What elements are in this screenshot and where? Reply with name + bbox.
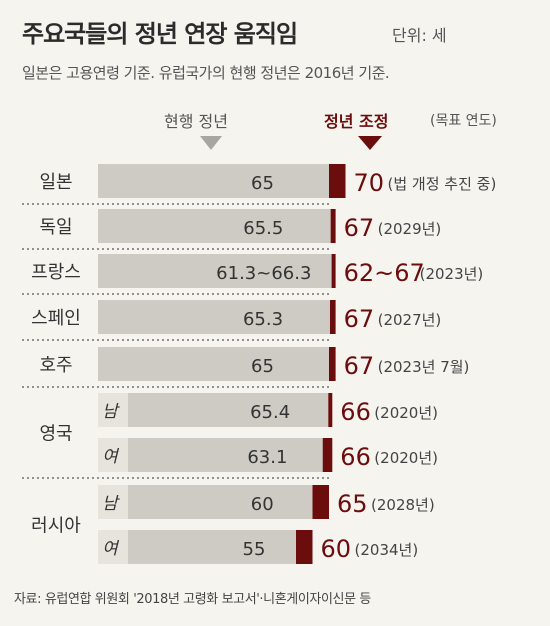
current-value: 61.3~66.3 — [216, 263, 311, 284]
target-value: 60 — [321, 535, 352, 563]
current-value: 63.1 — [247, 447, 287, 468]
sex-label: 남 — [102, 402, 120, 422]
current-bar — [98, 347, 329, 381]
current-bar — [128, 530, 296, 564]
target-note: (법 개정 추진 중) — [388, 175, 497, 193]
sex-label-cell — [98, 485, 128, 519]
column-header-current: 현행 정년 — [164, 112, 228, 131]
sex-label-cell — [98, 393, 128, 427]
country-label: 호주 — [39, 355, 72, 376]
country-label: 영국 — [39, 424, 72, 445]
country-label: 프랑스 — [31, 262, 81, 283]
sex-label: 여 — [102, 447, 120, 467]
country-label: 독일 — [39, 217, 72, 238]
country-label: 스페인 — [31, 308, 81, 329]
target-note: (2034년) — [355, 541, 419, 559]
unit-label: 단위: 세 — [392, 26, 447, 45]
adjust-bar — [329, 347, 336, 381]
country-label: 러시아 — [31, 516, 81, 537]
country-label: 일본 — [39, 172, 72, 193]
adjust-bar — [322, 438, 333, 472]
sex-label-cell — [98, 438, 128, 472]
target-note: (2028년) — [371, 496, 435, 514]
target-note: (2020년) — [374, 449, 438, 467]
current-bar — [98, 164, 329, 198]
current-bar — [128, 393, 329, 427]
target-value: 66 — [340, 443, 371, 471]
current-value: 65 — [251, 356, 274, 377]
current-bar — [98, 209, 331, 243]
target-value: 70 — [354, 169, 385, 197]
target-note: (2023년) — [420, 265, 484, 283]
current-header-triangle — [200, 136, 222, 150]
target-note: (2027년) — [378, 311, 442, 329]
adjust-bar — [296, 530, 313, 564]
current-bar — [98, 300, 330, 334]
current-value: 65.5 — [243, 218, 283, 239]
target-note: (2020년) — [374, 404, 438, 422]
adjust-bar — [328, 393, 333, 427]
target-value: 62~67 — [344, 259, 425, 287]
target-value: 67 — [344, 352, 375, 380]
chart-title: 주요국들의 정년 연장 움직임 — [22, 20, 298, 48]
target-value: 65 — [337, 490, 368, 518]
current-value: 60 — [251, 494, 274, 515]
adjust-bar — [330, 209, 336, 243]
target-note: (2023년 7월) — [378, 358, 470, 376]
target-value: 66 — [340, 398, 371, 426]
column-header-adjusted-sub: (목표 연도) — [430, 113, 497, 129]
target-value: 67 — [344, 305, 375, 333]
adjusted-header-triangle — [358, 136, 382, 150]
chart-subtitle: 일본은 고용연령 기준. 유럽국가의 현행 정년은 2016년 기준. — [22, 64, 390, 82]
current-bar — [128, 438, 323, 472]
current-value: 65 — [251, 173, 274, 194]
adjust-bar — [312, 485, 329, 519]
adjust-bar — [329, 300, 336, 334]
current-bar — [128, 485, 313, 519]
source-note: 자료: 유럽연합 위원회 '2018년 고령화 보고서'·니혼게이자이신문 등 — [14, 592, 371, 607]
sex-label: 여 — [102, 539, 120, 559]
adjust-bar — [331, 254, 336, 288]
current-value: 65.4 — [250, 402, 290, 423]
target-note: (2029년) — [378, 220, 442, 238]
target-value: 67 — [344, 214, 375, 242]
column-header-adjusted: 정년 조정 — [324, 112, 389, 131]
adjust-bar — [329, 164, 346, 198]
current-value: 55 — [243, 539, 266, 560]
sex-label: 남 — [102, 494, 120, 514]
sex-label-cell — [98, 530, 128, 564]
current-bar — [98, 254, 332, 288]
current-value: 65.3 — [243, 309, 283, 330]
